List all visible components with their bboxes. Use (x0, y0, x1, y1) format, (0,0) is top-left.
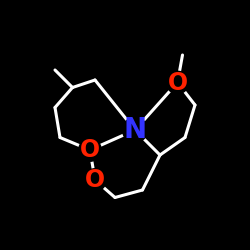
Text: O: O (80, 138, 100, 162)
Text: O: O (85, 168, 105, 192)
Text: O: O (168, 70, 188, 94)
Circle shape (84, 169, 106, 191)
Circle shape (166, 71, 189, 94)
Text: N: N (124, 116, 146, 144)
Circle shape (79, 139, 101, 161)
Circle shape (122, 118, 148, 142)
